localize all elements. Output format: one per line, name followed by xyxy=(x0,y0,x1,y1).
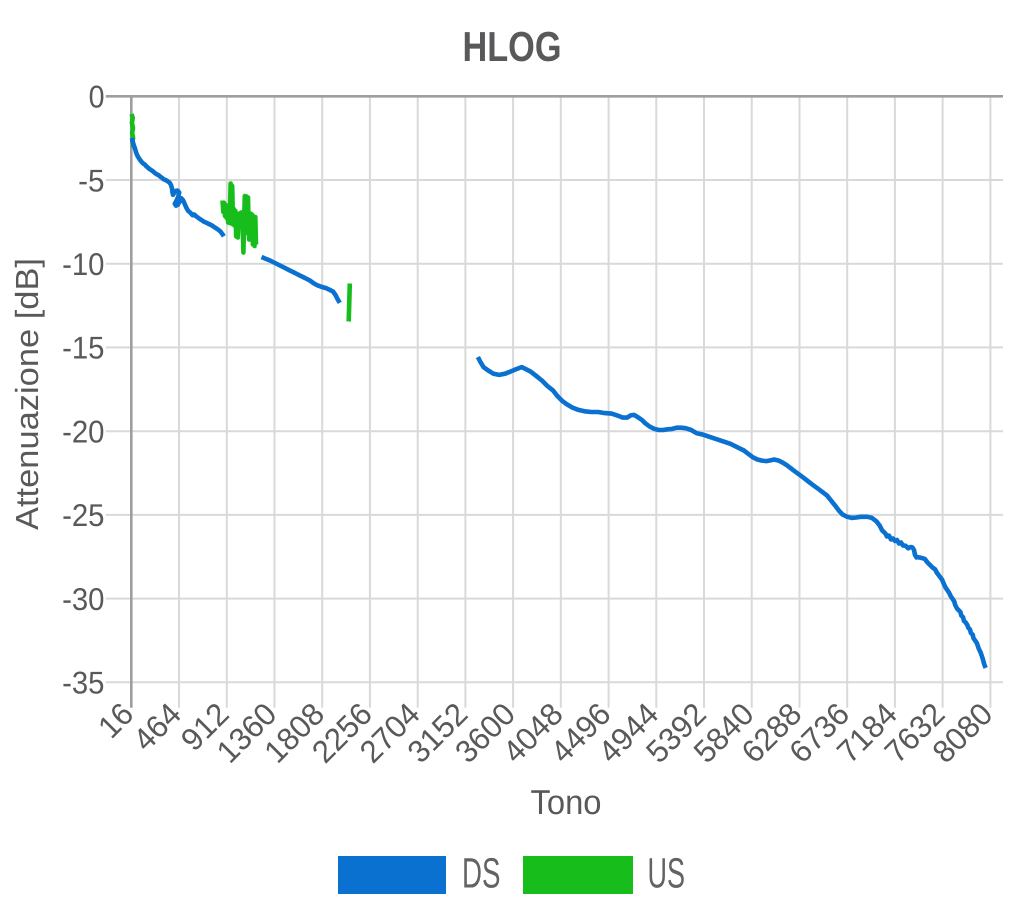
svg-text:-25: -25 xyxy=(62,497,104,533)
svg-text:-15: -15 xyxy=(62,330,104,366)
svg-text:-10: -10 xyxy=(62,246,104,282)
svg-text:Attenuazione [dB]: Attenuazione [dB] xyxy=(9,258,45,530)
svg-text:-5: -5 xyxy=(78,162,104,198)
svg-text:-30: -30 xyxy=(62,581,104,617)
svg-text:US: US xyxy=(648,851,686,898)
svg-text:-35: -35 xyxy=(62,665,104,701)
svg-text:DS: DS xyxy=(462,851,501,898)
svg-text:-20: -20 xyxy=(62,414,104,450)
svg-text:0: 0 xyxy=(89,79,105,115)
svg-text:HLOG: HLOG xyxy=(463,23,562,70)
svg-text:Tono: Tono xyxy=(531,784,602,822)
